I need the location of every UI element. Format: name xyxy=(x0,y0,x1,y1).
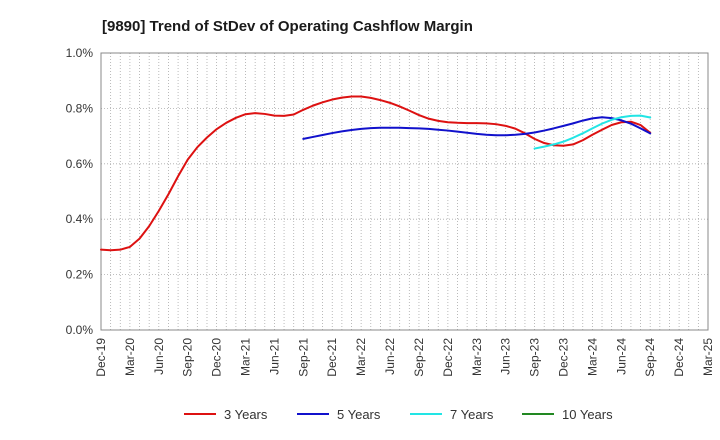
legend-label: 5 Years xyxy=(337,407,381,422)
series-line-5-years xyxy=(302,116,652,140)
y-tick-label: 0.0% xyxy=(66,323,94,337)
x-tick-label: Mar-25 xyxy=(701,338,715,376)
y-axis: 0.0% 0.2% 0.4% 0.6% 0.8% 1.0% xyxy=(66,46,94,337)
y-tick-label: 0.8% xyxy=(66,101,94,115)
x-tick-label: Mar-23 xyxy=(470,338,484,376)
series-line-7-years xyxy=(533,114,652,150)
x-tick-label: Sep-24 xyxy=(643,338,657,377)
chart-title: [9890] Trend of StDev of Operating Cashf… xyxy=(102,18,473,35)
grid xyxy=(101,53,708,330)
series-lines xyxy=(100,95,652,252)
x-tick-label: Dec-22 xyxy=(441,338,455,377)
x-tick-label: Jun-24 xyxy=(614,338,628,375)
x-tick-label: Sep-22 xyxy=(412,338,426,377)
y-tick-label: 0.4% xyxy=(66,212,94,226)
legend-label: 10 Years xyxy=(562,407,613,422)
legend-label: 7 Years xyxy=(450,407,494,422)
x-tick-label: Mar-24 xyxy=(585,338,599,376)
legend: 3 Years 5 Years 7 Years 10 Years xyxy=(184,407,613,422)
x-tick-label: Jun-23 xyxy=(499,338,513,375)
y-tick-label: 1.0% xyxy=(66,46,94,60)
x-tick-label: Dec-24 xyxy=(672,338,686,377)
x-tick-label: Jun-21 xyxy=(267,338,281,375)
x-tick-label: Sep-23 xyxy=(528,338,542,377)
x-tick-label: Sep-20 xyxy=(181,338,195,377)
series-line-3-years xyxy=(100,95,652,252)
x-tick-label: Dec-19 xyxy=(94,338,108,377)
y-tick-label: 0.6% xyxy=(66,157,94,171)
x-tick-label: Jun-22 xyxy=(383,338,397,375)
x-tick-label: Dec-23 xyxy=(556,338,570,377)
x-axis: Dec-19 Mar-20 Jun-20 Sep-20 Dec-20 Mar-21 Jun-… xyxy=(94,338,715,377)
x-tick-label: Dec-21 xyxy=(325,338,339,377)
x-tick-label: Dec-20 xyxy=(210,338,224,377)
legend-label: 3 Years xyxy=(224,407,268,422)
x-tick-label: Mar-22 xyxy=(354,338,368,376)
y-tick-label: 0.2% xyxy=(66,268,94,282)
x-tick-label: Jun-20 xyxy=(152,338,166,375)
x-tick-label: Mar-21 xyxy=(239,338,253,376)
x-tick-label: Mar-20 xyxy=(123,338,137,376)
plot-area xyxy=(100,52,709,331)
x-tick-label: Sep-21 xyxy=(296,338,310,377)
